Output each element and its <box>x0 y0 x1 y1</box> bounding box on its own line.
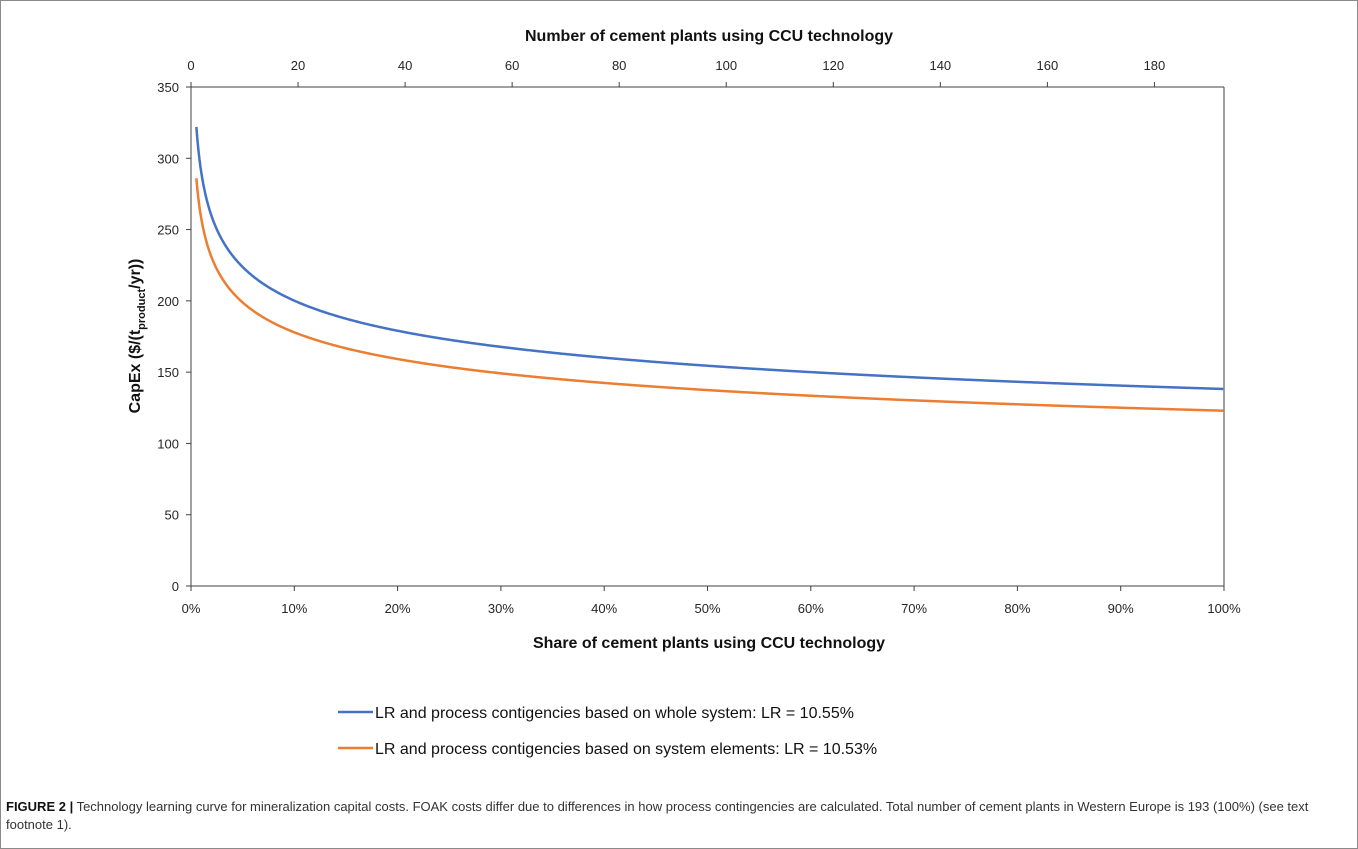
x-tick-label: 10% <box>281 601 307 616</box>
y-tick-label: 100 <box>157 436 179 451</box>
y-tick-label: 250 <box>157 223 179 238</box>
y-axis-title-tail: /yr)) <box>127 259 144 289</box>
x2-tick-label: 180 <box>1144 58 1166 73</box>
y-axis-title-main: CapEx ($/(t <box>127 329 144 413</box>
x-tick-label: 30% <box>488 601 514 616</box>
x2-tick-label: 160 <box>1037 58 1059 73</box>
x-tick-label: 0% <box>182 601 201 616</box>
tick-labels: 0% 10% 20% 30% 40% 50% 60% 70% 80% 90% 100% 0 20 40 60… <box>157 58 1241 616</box>
y-tick-label: 0 <box>172 579 179 594</box>
x-tick-label: 90% <box>1108 601 1134 616</box>
y-axis-title-sub: product <box>136 289 148 330</box>
x-tick-label: 20% <box>385 601 411 616</box>
x2-tick-label: 0 <box>187 58 194 73</box>
legend-label-system-elements: LR and process contigencies based on sys… <box>375 741 877 758</box>
x-tick-label: 80% <box>1004 601 1030 616</box>
series-lines <box>195 126 1224 412</box>
learning-curve-chart: 0% 10% 20% 30% 40% 50% 60% 70% 80% 90% 100% 0 20 40 60… <box>127 28 1241 758</box>
x2-tick-label: 140 <box>929 58 951 73</box>
x2-tick-label: 100 <box>715 58 737 73</box>
legend-label-whole-system: LR and process contigencies based on who… <box>375 705 854 722</box>
x-tick-label: 50% <box>694 601 720 616</box>
x-tick-label: 70% <box>901 601 927 616</box>
figure-caption: FIGURE 2 | Technology learning curve for… <box>6 798 1346 834</box>
x2-tick-label: 120 <box>822 58 844 73</box>
legend: LR and process contigencies based on who… <box>338 705 877 758</box>
y-tick-label: 200 <box>157 294 179 309</box>
y-axis-title: CapEx ($/(tproduct/yr)) <box>127 259 148 414</box>
y-tick-label: 350 <box>157 80 179 95</box>
series-line-1 <box>195 178 1224 412</box>
y-tick-label: 150 <box>157 365 179 380</box>
x2-tick-label: 40 <box>398 58 412 73</box>
x-tick-label: 100% <box>1207 601 1241 616</box>
x2-tick-label: 80 <box>612 58 626 73</box>
bottom-axis-title: Share of cement plants using CCU technol… <box>533 635 885 652</box>
y-tick-label: 300 <box>157 151 179 166</box>
x-tick-label: 40% <box>591 601 617 616</box>
plot-axes <box>186 82 1225 591</box>
y-tick-label: 50 <box>165 508 179 523</box>
x2-tick-label: 20 <box>291 58 305 73</box>
top-axis-title: Number of cement plants using CCU techno… <box>525 28 893 45</box>
x2-tick-label: 60 <box>505 58 519 73</box>
figure-caption-text: Technology learning curve for mineraliza… <box>6 799 1309 832</box>
figure-caption-label: FIGURE 2 | <box>6 799 74 814</box>
series-line-0 <box>195 126 1224 391</box>
x-tick-label: 60% <box>798 601 824 616</box>
